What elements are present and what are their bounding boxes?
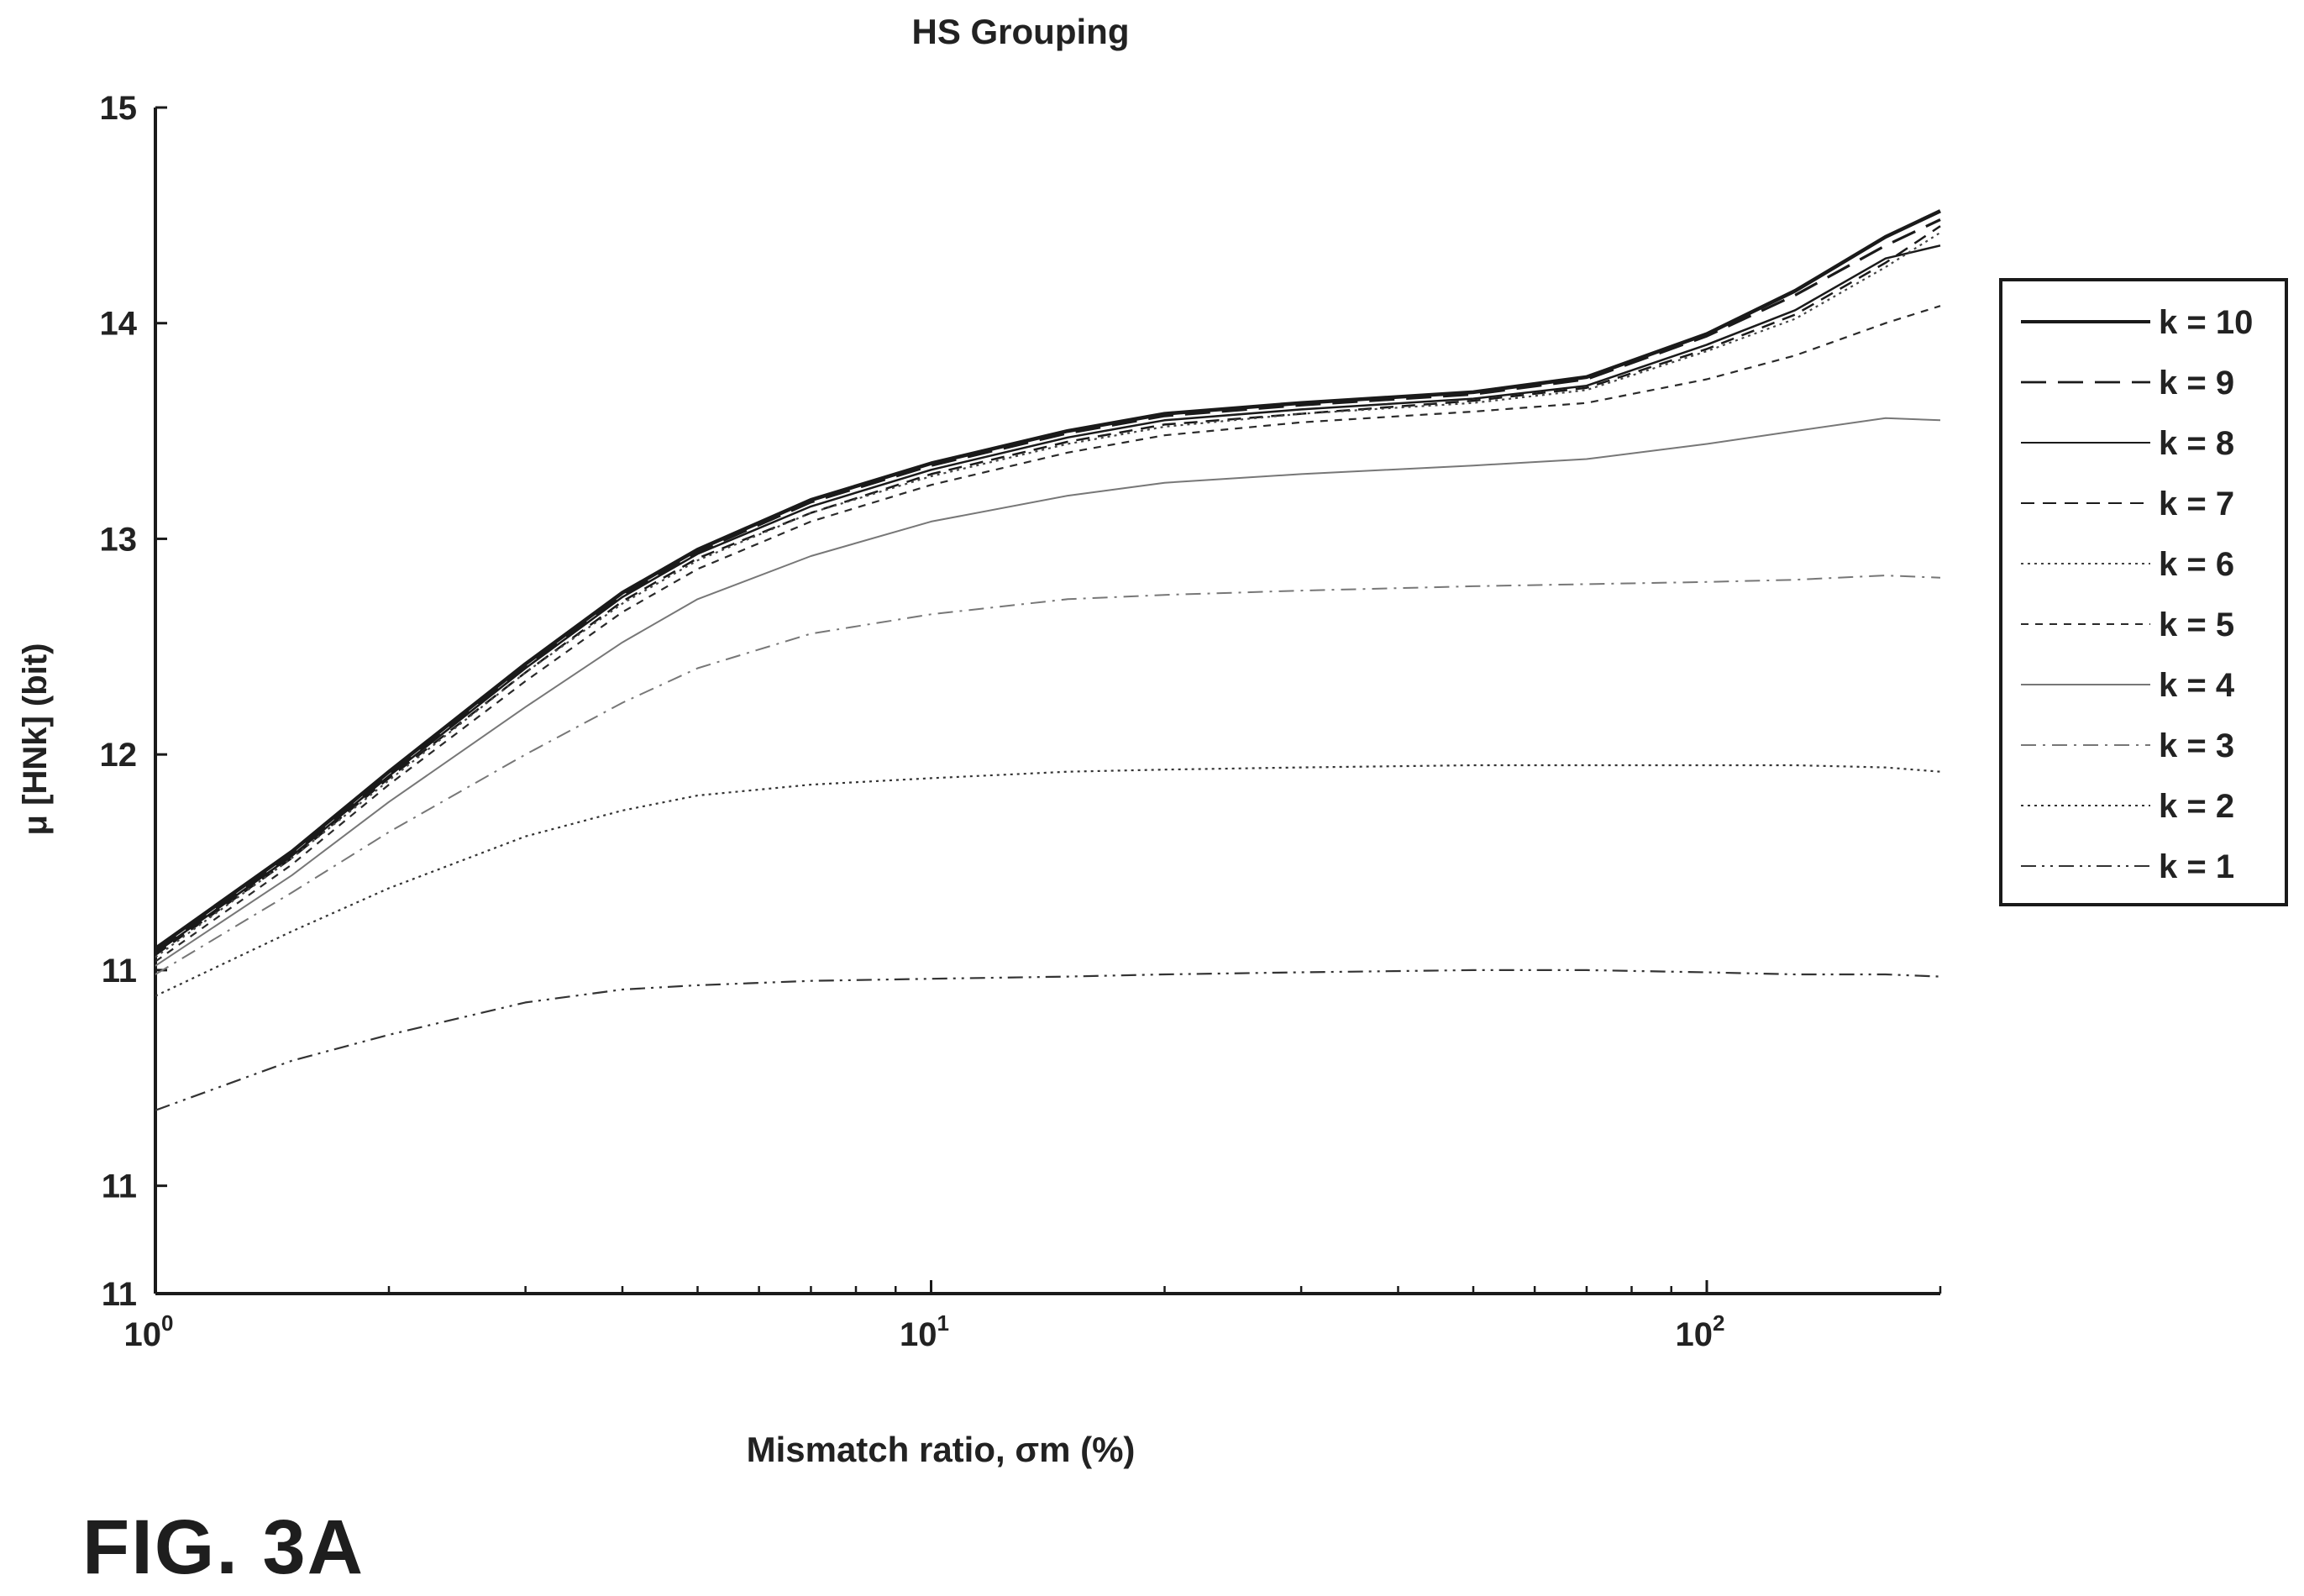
- y-tick-label: 12: [100, 737, 138, 774]
- series-line-k8: [155, 244, 1941, 954]
- legend: k = 10 k = 9 k = 8 k = 7 k = 6 k = 5 k = 4 k = …: [1999, 278, 2288, 906]
- x-tick-exponent: 1: [937, 1310, 949, 1336]
- x-tick-label: 100: [124, 1310, 174, 1353]
- y-tick-label: 14: [100, 306, 138, 343]
- legend-label: k = 6: [2159, 546, 2234, 583]
- legend-label: k = 4: [2159, 667, 2235, 704]
- legend-label: k = 8: [2159, 425, 2234, 462]
- legend-box: [1999, 278, 2288, 906]
- series-line-k5: [155, 305, 1941, 963]
- series-line-k3: [155, 575, 1941, 975]
- x-tick-label: 101: [900, 1310, 949, 1353]
- y-tick-label: 11: [102, 1168, 137, 1205]
- x-axis-label: Mismatch ratio, σm (%): [747, 1430, 1136, 1469]
- y-tick-label: 11: [102, 1276, 137, 1313]
- legend-label: k = 10: [2159, 304, 2253, 341]
- legend-label: k = 1: [2159, 848, 2234, 885]
- y-tick-label: 13: [100, 521, 138, 558]
- y-tick-label: 11: [102, 953, 137, 990]
- legend-label: k = 5: [2159, 606, 2234, 643]
- chart-title: HS Grouping: [912, 12, 1130, 51]
- legend-label: k = 3: [2159, 727, 2234, 764]
- legend-label: k = 9: [2159, 365, 2234, 402]
- series-line-k1: [155, 969, 1941, 1111]
- y-tick-label: 15: [100, 90, 138, 127]
- series-line-k2: [155, 764, 1941, 997]
- legend-label: k = 2: [2159, 788, 2234, 825]
- series-line-k9: [155, 218, 1941, 953]
- x-tick-exponent: 2: [1713, 1310, 1724, 1336]
- series-line-k4: [155, 417, 1941, 967]
- x-tick-exponent: 0: [161, 1310, 173, 1336]
- series-line-k6: [155, 231, 1941, 958]
- y-axis-label: μ [HNk] (bit): [17, 643, 54, 836]
- legend-label: k = 7: [2159, 486, 2234, 522]
- series-line-k10: [154, 209, 1941, 951]
- figure-label: FIG. 3A: [82, 1504, 365, 1590]
- x-tick-label: 102: [1676, 1310, 1725, 1353]
- series-line-k7: [155, 225, 1941, 956]
